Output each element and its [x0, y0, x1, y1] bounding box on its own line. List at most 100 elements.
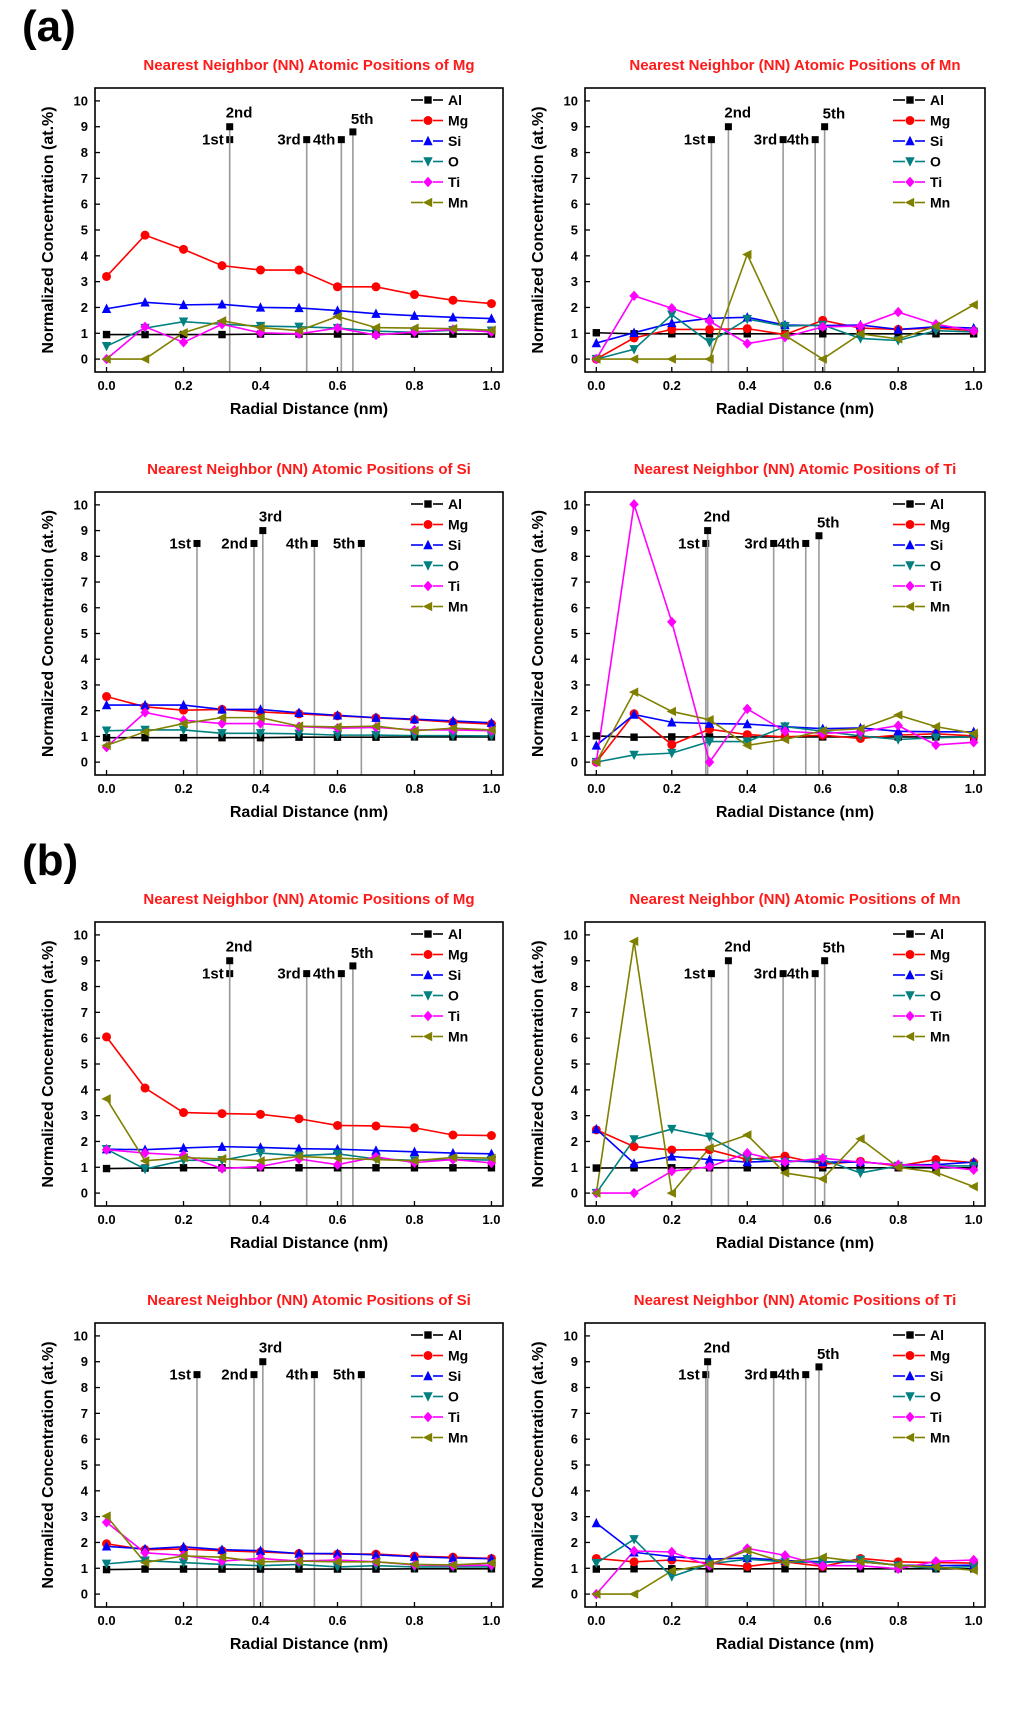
- y-tick-label: 9: [81, 523, 88, 538]
- point-mn: [666, 354, 676, 364]
- series-group: [591, 499, 979, 768]
- point-mn: [779, 1557, 790, 1568]
- point-si: [294, 707, 304, 717]
- y-tick-label: 9: [571, 119, 578, 134]
- point-o: [893, 735, 903, 745]
- point-mn: [255, 1557, 265, 1567]
- x-tick-label: 0.8: [405, 1613, 423, 1628]
- nn-label-5th: 5th: [333, 1367, 356, 1384]
- point-mn: [409, 1559, 419, 1570]
- legend-marker-si: [423, 135, 433, 146]
- point-ti: [332, 322, 343, 334]
- point-mn: [101, 740, 111, 751]
- point-mn: [742, 740, 752, 751]
- point-mn: [855, 1134, 865, 1144]
- series-group: [101, 692, 497, 753]
- y-tick-label: 5: [81, 1458, 88, 1473]
- point-ti: [667, 1165, 677, 1177]
- legend-label-mn: Mn: [930, 1029, 950, 1045]
- y-axis: 0 1 2 3 4 5 6 7 8 9 10: [74, 497, 100, 770]
- y-tick-label: 3: [571, 1108, 578, 1123]
- x-tick-label: 0.8: [405, 781, 423, 796]
- point-ti: [780, 1156, 790, 1168]
- legend-label-ti: Ti: [930, 578, 942, 594]
- point-si: [667, 717, 677, 727]
- point-mn: [293, 1556, 304, 1566]
- point-ti: [818, 1560, 828, 1571]
- point-o: [704, 1132, 715, 1143]
- y-tick-label: 5: [571, 1057, 578, 1072]
- nn-label-3rd: 3rd: [259, 1340, 282, 1357]
- x-axis-label: Radial Distance (nm): [230, 401, 388, 418]
- point-mn: [486, 1153, 496, 1163]
- point-mn: [178, 328, 188, 338]
- point-ti: [855, 320, 866, 332]
- point-si: [629, 1158, 639, 1168]
- point-al: [449, 1164, 457, 1172]
- point-o: [486, 731, 497, 742]
- point-ti: [818, 1153, 828, 1164]
- x-tick-label: 0.0: [587, 1613, 605, 1628]
- legend: Al Mg Si O Ti Mn: [893, 92, 950, 211]
- y-tick-label: 1: [81, 1160, 88, 1175]
- point-mn: [704, 1143, 714, 1153]
- chart-title: Nearest Neighbor (NN) Atomic Positions o…: [147, 1292, 471, 1309]
- y-axis: 0 1 2 3 4 5 6 7 8 9 10: [564, 1328, 590, 1602]
- point-mg: [332, 1120, 342, 1130]
- point-al: [141, 330, 149, 339]
- nn-marker-2nd: [724, 123, 732, 131]
- legend-marker-si: [423, 539, 433, 550]
- nn-marker-1st: [193, 539, 201, 547]
- legend-label-mg: Mg: [448, 517, 468, 533]
- x-tick-label: 1.0: [965, 781, 983, 796]
- y-tick-label: 7: [571, 575, 578, 590]
- y-tick-label: 2: [81, 1535, 88, 1550]
- legend-label-si: Si: [930, 537, 943, 553]
- y-tick-label: 2: [81, 300, 88, 315]
- nn-marker-4th: [310, 539, 318, 547]
- legend-label-ti: Ti: [930, 174, 942, 190]
- point-o: [667, 1572, 677, 1582]
- legend-label-al: Al: [448, 1327, 462, 1343]
- point-o: [667, 1124, 677, 1135]
- x-axis: 0.0 0.2 0.4 0.6 0.8 1.0: [98, 770, 500, 796]
- point-si: [448, 1552, 458, 1563]
- y-tick-label: 9: [81, 953, 88, 968]
- point-mn: [704, 354, 714, 364]
- legend-label-o: O: [930, 1389, 941, 1405]
- legend-label-si: Si: [930, 1368, 943, 1384]
- point-mg: [102, 1032, 112, 1042]
- legend-marker-ti: [423, 176, 433, 188]
- x-tick-label: 0.2: [174, 378, 192, 393]
- legend: Al Mg Si O Ti Mn: [893, 496, 950, 615]
- nn-label-1st: 1st: [202, 966, 224, 983]
- legend-label-mg: Mg: [448, 947, 468, 963]
- x-tick-label: 1.0: [965, 378, 983, 393]
- legend-label-ti: Ti: [930, 1008, 942, 1024]
- y-tick-label: 5: [81, 223, 88, 238]
- x-axis: 0.0 0.2 0.4 0.6 0.8 1.0: [98, 1201, 500, 1227]
- nn-label-1st: 1st: [169, 535, 191, 552]
- y-tick-label: 5: [571, 223, 578, 238]
- point-al: [592, 1565, 601, 1573]
- legend-label-mn: Mn: [930, 599, 950, 615]
- y-tick-label: 10: [564, 497, 578, 512]
- nn-label-2nd: 2nd: [226, 105, 253, 122]
- point-o: [742, 314, 752, 325]
- point-mn: [139, 727, 150, 737]
- legend-marker-mg: [423, 520, 433, 529]
- point-ti: [667, 303, 677, 314]
- point-mn: [370, 1557, 381, 1567]
- panel-label-b: (b): [22, 836, 79, 885]
- x-tick-label: 0.4: [251, 1613, 270, 1628]
- point-si: [629, 327, 639, 337]
- point-mn: [968, 1181, 978, 1192]
- y-tick-label: 0: [571, 352, 578, 367]
- point-o: [667, 748, 677, 759]
- y-tick-label: 1: [81, 1561, 88, 1576]
- legend-marker-o: [905, 157, 915, 167]
- point-ti: [780, 1550, 790, 1561]
- legend-marker-o: [423, 1392, 433, 1402]
